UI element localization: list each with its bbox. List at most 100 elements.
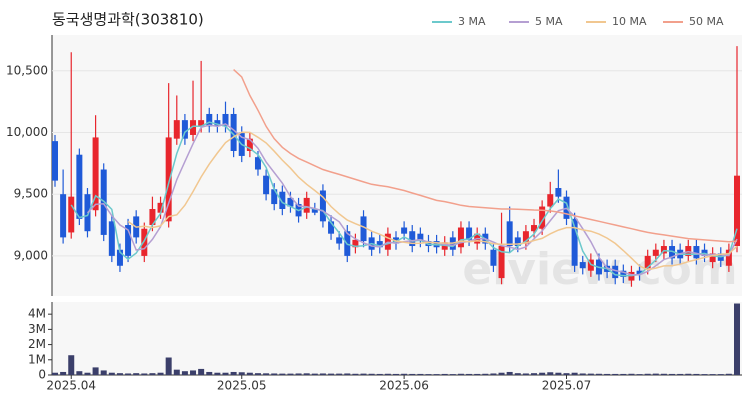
volume-bar xyxy=(246,372,253,375)
candle-body xyxy=(287,197,294,207)
candle-body xyxy=(506,221,513,247)
candle-body xyxy=(125,225,132,256)
candle-body xyxy=(490,249,497,266)
volume-bar xyxy=(92,367,99,375)
candle-body xyxy=(141,228,148,256)
volume-bar xyxy=(709,374,716,375)
volume-bar xyxy=(238,372,245,375)
legend-label: 5 MA xyxy=(535,15,563,28)
candle-body xyxy=(531,225,538,232)
volume-bar xyxy=(490,373,497,375)
volume-panel xyxy=(52,302,742,375)
x-tick-label: 2025.07 xyxy=(542,379,592,393)
volume-bar xyxy=(725,373,732,375)
volume-bar xyxy=(149,373,156,375)
legend-label: 10 MA xyxy=(612,15,647,28)
candle-body xyxy=(579,262,586,269)
candle-body xyxy=(60,194,67,238)
volume-tick-label: 0 xyxy=(38,368,46,382)
volume-bar xyxy=(190,370,197,375)
volume-bar xyxy=(287,373,294,375)
volume-bar xyxy=(612,373,619,375)
candle-body xyxy=(571,218,578,266)
volume-bar xyxy=(457,373,464,375)
legend-label: 50 MA xyxy=(689,15,724,28)
candle-body xyxy=(190,120,197,135)
volume-bar xyxy=(474,373,481,375)
candle-body xyxy=(116,249,123,266)
candle-body xyxy=(636,270,643,275)
volume-bar xyxy=(498,372,505,375)
volume-bar xyxy=(271,373,278,375)
ma-line xyxy=(70,121,738,277)
ma-line xyxy=(86,123,738,276)
candle-body xyxy=(547,194,554,207)
candle-body xyxy=(246,138,253,151)
volume-bar xyxy=(506,371,513,375)
candle-body xyxy=(52,141,58,181)
ma-line xyxy=(233,69,738,243)
volume-bar xyxy=(157,372,164,375)
volume-bar xyxy=(141,373,148,375)
candle-body xyxy=(181,120,188,139)
y-tick-label: 10,000 xyxy=(6,125,48,139)
volume-bar xyxy=(441,373,448,375)
volume-bar xyxy=(60,371,67,375)
candle-body xyxy=(693,246,700,259)
candle-body xyxy=(303,197,310,213)
volume-bar xyxy=(173,369,180,375)
volume-bar xyxy=(587,373,594,375)
volume-bar xyxy=(393,373,399,375)
volume-bar xyxy=(628,373,635,375)
volume-bar xyxy=(319,373,326,375)
volume-bar xyxy=(295,373,302,375)
y-tick-label: 9,500 xyxy=(14,187,48,201)
volume-bar xyxy=(734,303,740,375)
volume-bar xyxy=(328,373,335,375)
volume-tick-label: 3M xyxy=(28,322,46,336)
candle-body xyxy=(522,231,529,244)
volume-bar xyxy=(303,373,310,375)
volume-bar xyxy=(336,373,343,375)
volume-bar xyxy=(522,373,529,375)
candle-body xyxy=(352,239,359,248)
volume-bar xyxy=(482,373,489,375)
volume-tick-label: 1M xyxy=(28,352,46,366)
volume-bar xyxy=(401,373,408,375)
candle-body xyxy=(652,249,659,256)
volume-bar xyxy=(579,373,586,375)
candle-body xyxy=(644,255,651,269)
volume-bar xyxy=(409,373,416,375)
candle-body xyxy=(279,191,286,209)
candle-body xyxy=(709,253,716,263)
candle-body xyxy=(417,233,424,242)
volume-tick-label: 4M xyxy=(28,307,46,321)
volume-bar xyxy=(181,371,188,375)
volume-bar xyxy=(311,373,318,375)
candle-body xyxy=(620,270,627,277)
candle-body xyxy=(214,120,221,127)
volume-bar xyxy=(685,373,692,375)
y-tick-label: 10,500 xyxy=(6,63,48,77)
volume-bar xyxy=(344,373,351,375)
candle-body xyxy=(328,221,335,234)
y-tick-label: 9,000 xyxy=(14,248,48,262)
volume-bar xyxy=(214,372,221,375)
volume-bar xyxy=(677,373,684,375)
volume-bar xyxy=(620,373,627,375)
volume-bar xyxy=(563,373,570,375)
volume-bar xyxy=(449,374,456,375)
volume-bar xyxy=(555,372,562,375)
ma-line xyxy=(127,131,738,271)
volume-tick-label: 2M xyxy=(28,337,46,351)
candle-body xyxy=(457,227,464,248)
candle-body xyxy=(173,120,180,139)
candle-body xyxy=(734,175,740,247)
candle-body xyxy=(271,189,278,205)
volume-bar xyxy=(539,372,546,375)
candle-body xyxy=(401,227,408,234)
volume-bar xyxy=(547,372,554,375)
candle-body xyxy=(441,242,448,250)
volume-bar xyxy=(417,373,424,375)
